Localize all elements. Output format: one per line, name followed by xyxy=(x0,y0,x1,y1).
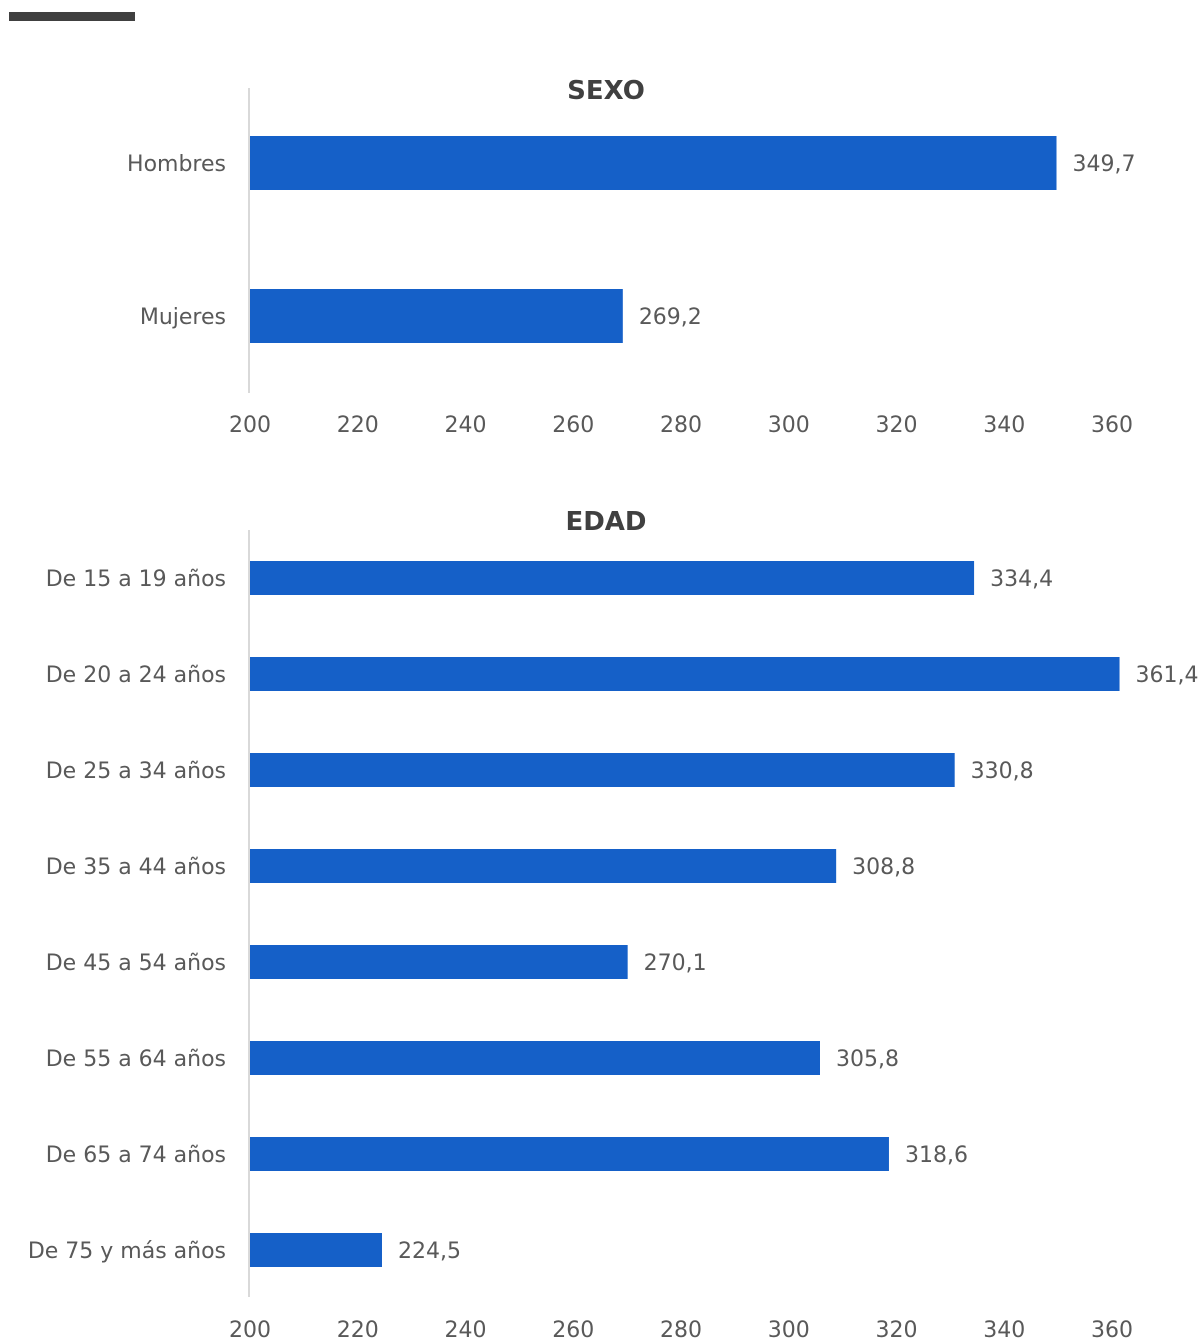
data-label: 270,1 xyxy=(644,951,707,976)
data-label: 269,2 xyxy=(639,305,702,330)
category-label: De 35 a 44 años xyxy=(46,855,226,880)
category-label: De 25 a 34 años xyxy=(46,759,226,784)
bar xyxy=(250,289,623,343)
data-label: 318,6 xyxy=(905,1143,968,1168)
data-label: 361,4 xyxy=(1136,663,1198,688)
bar xyxy=(250,1041,820,1075)
category-label: De 75 y más años xyxy=(28,1239,226,1264)
x-tick-label: 200 xyxy=(229,1318,271,1342)
category-label: Hombres xyxy=(127,152,226,177)
category-label: De 55 a 64 años xyxy=(46,1047,226,1072)
x-tick-label: 240 xyxy=(445,413,487,438)
bar xyxy=(250,1233,382,1267)
category-label: Mujeres xyxy=(140,305,226,330)
category-label: De 45 a 54 años xyxy=(46,951,226,976)
x-tick-label: 220 xyxy=(337,413,379,438)
category-label: De 65 a 74 años xyxy=(46,1143,226,1168)
x-tick-label: 200 xyxy=(229,413,271,438)
chart-title-edad: EDAD xyxy=(565,507,646,537)
data-label: 224,5 xyxy=(398,1239,461,1264)
top-accent-bar xyxy=(9,12,135,21)
x-tick-label: 280 xyxy=(660,1318,702,1342)
x-tick-label: 340 xyxy=(983,1318,1025,1342)
x-tick-label: 240 xyxy=(445,1318,487,1342)
chart-edad: EDAD De 15 a 19 años 334,4 De 20 a 24 años… xyxy=(28,507,1198,1342)
data-label: 305,8 xyxy=(836,1047,899,1072)
x-tick-label: 220 xyxy=(337,1318,379,1342)
x-tick-label: 320 xyxy=(876,1318,918,1342)
chart-title-sexo: SEXO xyxy=(567,76,645,106)
bar xyxy=(250,945,628,979)
category-label: De 20 a 24 años xyxy=(46,663,226,688)
x-tick-label: 300 xyxy=(768,1318,810,1342)
x-tick-label: 340 xyxy=(983,413,1025,438)
bar xyxy=(250,753,955,787)
data-label: 308,8 xyxy=(852,855,915,880)
bar xyxy=(250,136,1057,190)
x-tick-label: 300 xyxy=(768,413,810,438)
x-tick-label: 260 xyxy=(552,1318,594,1342)
bar xyxy=(250,561,975,595)
bar xyxy=(250,1137,889,1171)
data-label: 349,7 xyxy=(1073,152,1136,177)
bar xyxy=(250,849,837,883)
x-tick-label: 320 xyxy=(876,413,918,438)
data-label: 330,8 xyxy=(971,759,1034,784)
x-tick-label: 280 xyxy=(660,413,702,438)
category-label: De 15 a 19 años xyxy=(46,567,226,592)
x-tick-label: 360 xyxy=(1091,1318,1133,1342)
x-tick-label: 360 xyxy=(1091,413,1133,438)
chart-sexo: SEXO Hombres 349,7 Mujeres 269,2 200 220 240 26… xyxy=(127,76,1135,438)
data-label: 334,4 xyxy=(990,567,1053,592)
x-tick-label: 260 xyxy=(552,413,594,438)
bar xyxy=(250,657,1120,691)
